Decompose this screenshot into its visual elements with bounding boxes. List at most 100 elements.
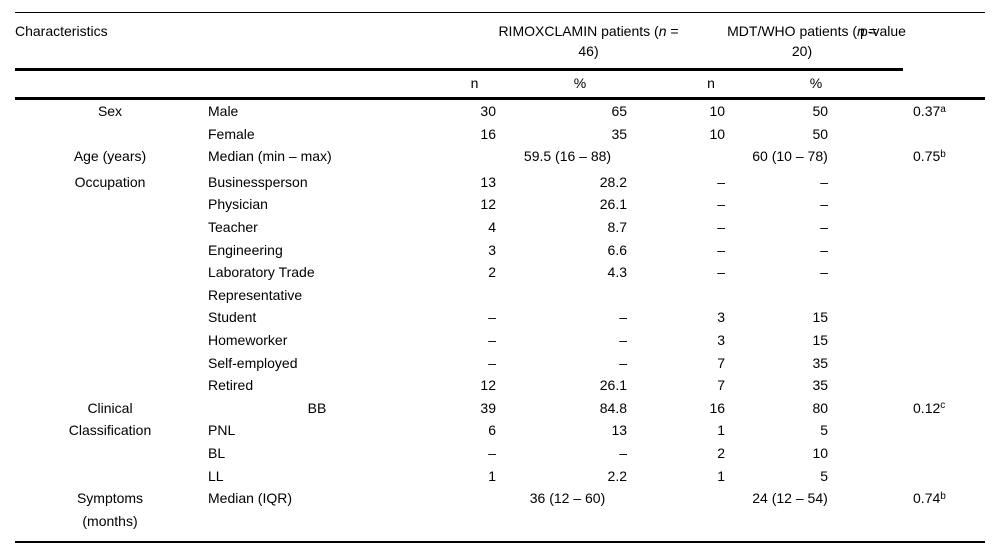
n-count-cell: – — [717, 241, 726, 258]
n-count-cell: 39 — [480, 399, 496, 416]
percent-cell: 80 — [812, 399, 829, 416]
percent-cell: – — [619, 309, 628, 326]
label-cell: BL — [208, 444, 226, 461]
table-row-retired: Retired 12 26.1 7 35 — [15, 374, 985, 397]
table-row-teacher: Teacher 4 8.7 – – — [15, 216, 985, 239]
label-cell: Student — [208, 309, 257, 326]
category-cell-sex: Sex — [97, 103, 123, 119]
table-row-symptoms: Symptoms (months) Median (IQR) 36 (12 – … — [15, 487, 985, 542]
label-cell: Physician — [208, 196, 268, 213]
label-cell: Median (IQR) — [208, 490, 293, 507]
n-count-cell: 12 — [480, 196, 496, 213]
percent-cell: 15 — [812, 309, 829, 326]
p-value-cell — [860, 193, 985, 216]
p-value-cell — [860, 352, 985, 375]
group-header-row: Characteristics RIMOXCLAMIN patients (n … — [15, 13, 985, 70]
subheader-n-mdt-who: n — [650, 69, 761, 100]
table-row-age: Age (years) Median (min – max) 59.5 (16 … — [15, 145, 985, 171]
table-row-pnl: PNL 6 13 1 5 — [15, 419, 985, 442]
subheader-row: n % n % — [15, 69, 986, 100]
subheader-percent-mdt-who: % — [760, 69, 861, 100]
percent-cell: – — [820, 196, 829, 213]
n-count-cell: – — [717, 264, 726, 281]
n-count-cell: 10 — [709, 125, 726, 142]
n-count-cell: 3 — [717, 309, 726, 326]
group-header-mdt-who: MDT/WHO patients (n = 20) — [650, 13, 877, 70]
label-cell: Teacher — [208, 218, 258, 235]
label-cell: Female — [208, 125, 255, 142]
n-count-cell: – — [488, 331, 496, 348]
p-value-cell — [860, 216, 985, 239]
merged-value-cell: 59.5 (16 – 88) — [523, 148, 612, 165]
n-count-cell: 12 — [480, 377, 496, 394]
n-count-cell: 2 — [488, 264, 496, 281]
p-value-header: p-value — [860, 23, 906, 39]
merged-value-cell: 36 (12 – 60) — [529, 490, 606, 507]
n-count-cell: 7 — [717, 354, 726, 371]
percent-cell: – — [820, 218, 829, 235]
n-count-cell: 2 — [717, 444, 726, 461]
header-divider-rule — [15, 68, 903, 71]
percent-cell: 50 — [812, 103, 829, 119]
group-header-rimoxclamin-text: RIMOXCLAMIN patients (n = 46) — [498, 23, 679, 59]
percent-cell: 15 — [812, 331, 829, 348]
n-count-cell: 3 — [488, 241, 496, 258]
percent-cell: – — [820, 264, 829, 281]
percent-cell: 10 — [812, 444, 829, 461]
n-count-cell: 16 — [480, 125, 496, 142]
table-row-physician: Physician 12 26.1 – – — [15, 193, 985, 216]
table-row-engineering: Engineering 3 6.6 – – — [15, 239, 985, 262]
label-cell: Engineering — [208, 241, 283, 258]
label-cell: Self-employed — [208, 354, 298, 371]
merged-value-cell: 60 (10 – 78) — [752, 148, 828, 165]
table-row-bb: Clinical Classification BB 39 84.8 16 80… — [15, 397, 985, 439]
p-value-cell: 0.74b — [913, 490, 946, 507]
label-cell: Homeworker — [208, 331, 288, 348]
merged-value-cell: 24 (12 – 54) — [752, 490, 828, 507]
p-value-superscript: b — [940, 490, 946, 502]
table-row-ll: LL 1 2.2 1 5 — [15, 465, 985, 488]
table-row-homeworker: Homeworker – – 3 15 — [15, 329, 985, 352]
group-header-mdt-who-text: MDT/WHO patients (n = 20) — [727, 23, 877, 59]
percent-cell: 5 — [820, 467, 829, 484]
n-count-cell: – — [717, 218, 726, 235]
p-value-cell: 0.75b — [913, 148, 946, 165]
n-count-cell: 10 — [709, 103, 726, 119]
percent-cell: 35 — [812, 377, 829, 394]
percent-cell: 26.1 — [599, 377, 628, 394]
label-cell: LL — [208, 467, 224, 484]
category-cell-age: Age (years) — [73, 148, 147, 165]
table-row-laboratory-trade: Laboratory Trade Representative 2 4.3 – … — [15, 261, 985, 306]
subheader-empty — [15, 69, 205, 100]
percent-cell: 28.2 — [599, 173, 628, 190]
label-cell: Retired — [208, 377, 254, 394]
percent-cell: 13 — [611, 422, 628, 439]
n-count-cell: 16 — [709, 399, 726, 416]
percent-cell: 6.6 — [607, 241, 628, 258]
n-count-cell: 13 — [480, 173, 496, 190]
category-cell-symptoms: Symptoms (months) — [76, 490, 144, 529]
subheader-empty — [860, 69, 986, 100]
n-count-cell: – — [488, 354, 496, 371]
percent-cell: 5 — [820, 422, 829, 439]
percent-cell: 84.8 — [599, 399, 628, 416]
label-cell: Male — [208, 103, 239, 119]
n-count-cell: 4 — [488, 218, 496, 235]
percent-cell: 65 — [611, 103, 628, 119]
p-value-superscript: c — [940, 400, 946, 412]
percent-cell: 8.7 — [607, 218, 628, 235]
percent-cell: – — [820, 173, 829, 190]
table-row-student: Student – – 3 15 — [15, 306, 985, 329]
n-count-cell: 1 — [488, 467, 496, 484]
n-count-cell: – — [717, 196, 726, 213]
subheader-percent-rimoxclamin: % — [520, 69, 651, 100]
table-row-bl: BL – – 2 10 — [15, 442, 985, 465]
percent-cell: 26.1 — [599, 196, 628, 213]
percent-cell: – — [820, 241, 829, 258]
n-count-cell: 1 — [717, 467, 726, 484]
p-value-cell — [860, 261, 985, 306]
table-row-female: Female 16 35 10 50 — [15, 123, 985, 146]
percent-cell: – — [619, 331, 628, 348]
category-cell-occupation: Occupation — [74, 173, 146, 190]
